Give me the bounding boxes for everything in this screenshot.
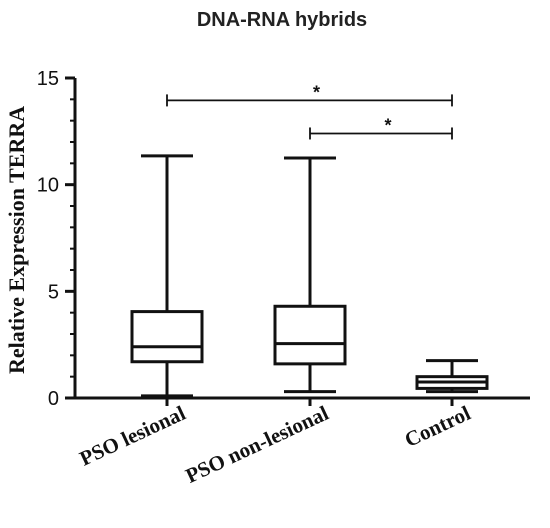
- y-axis: 0 5 10 15: [37, 68, 77, 410]
- box-control: [415, 359, 489, 394]
- significance-star: *: [384, 115, 391, 135]
- iqr-box: [273, 304, 347, 366]
- category-label: PSO non-lesional: [182, 401, 332, 488]
- box-pso-lesional: [130, 154, 204, 398]
- significance-bracket: *: [309, 115, 453, 140]
- significance-group: **: [166, 82, 453, 140]
- boxes-group: [130, 154, 489, 398]
- x-axis: [73, 396, 530, 406]
- category-label: PSO lesional: [76, 401, 189, 471]
- y-tick-label: 15: [37, 68, 59, 90]
- y-tick-label: 10: [37, 175, 59, 197]
- chart-title: DNA-RNA hybrids: [197, 9, 367, 31]
- box-pso-non-lesional: [273, 156, 347, 394]
- y-axis-label: Relative Expression TERRA: [4, 106, 29, 374]
- significance-bracket: *: [166, 82, 453, 107]
- category-label: Control: [401, 401, 474, 452]
- y-tick-label: 5: [48, 281, 59, 303]
- y-tick-label: 0: [48, 388, 59, 410]
- significance-star: *: [313, 82, 320, 102]
- iqr-box: [130, 310, 204, 364]
